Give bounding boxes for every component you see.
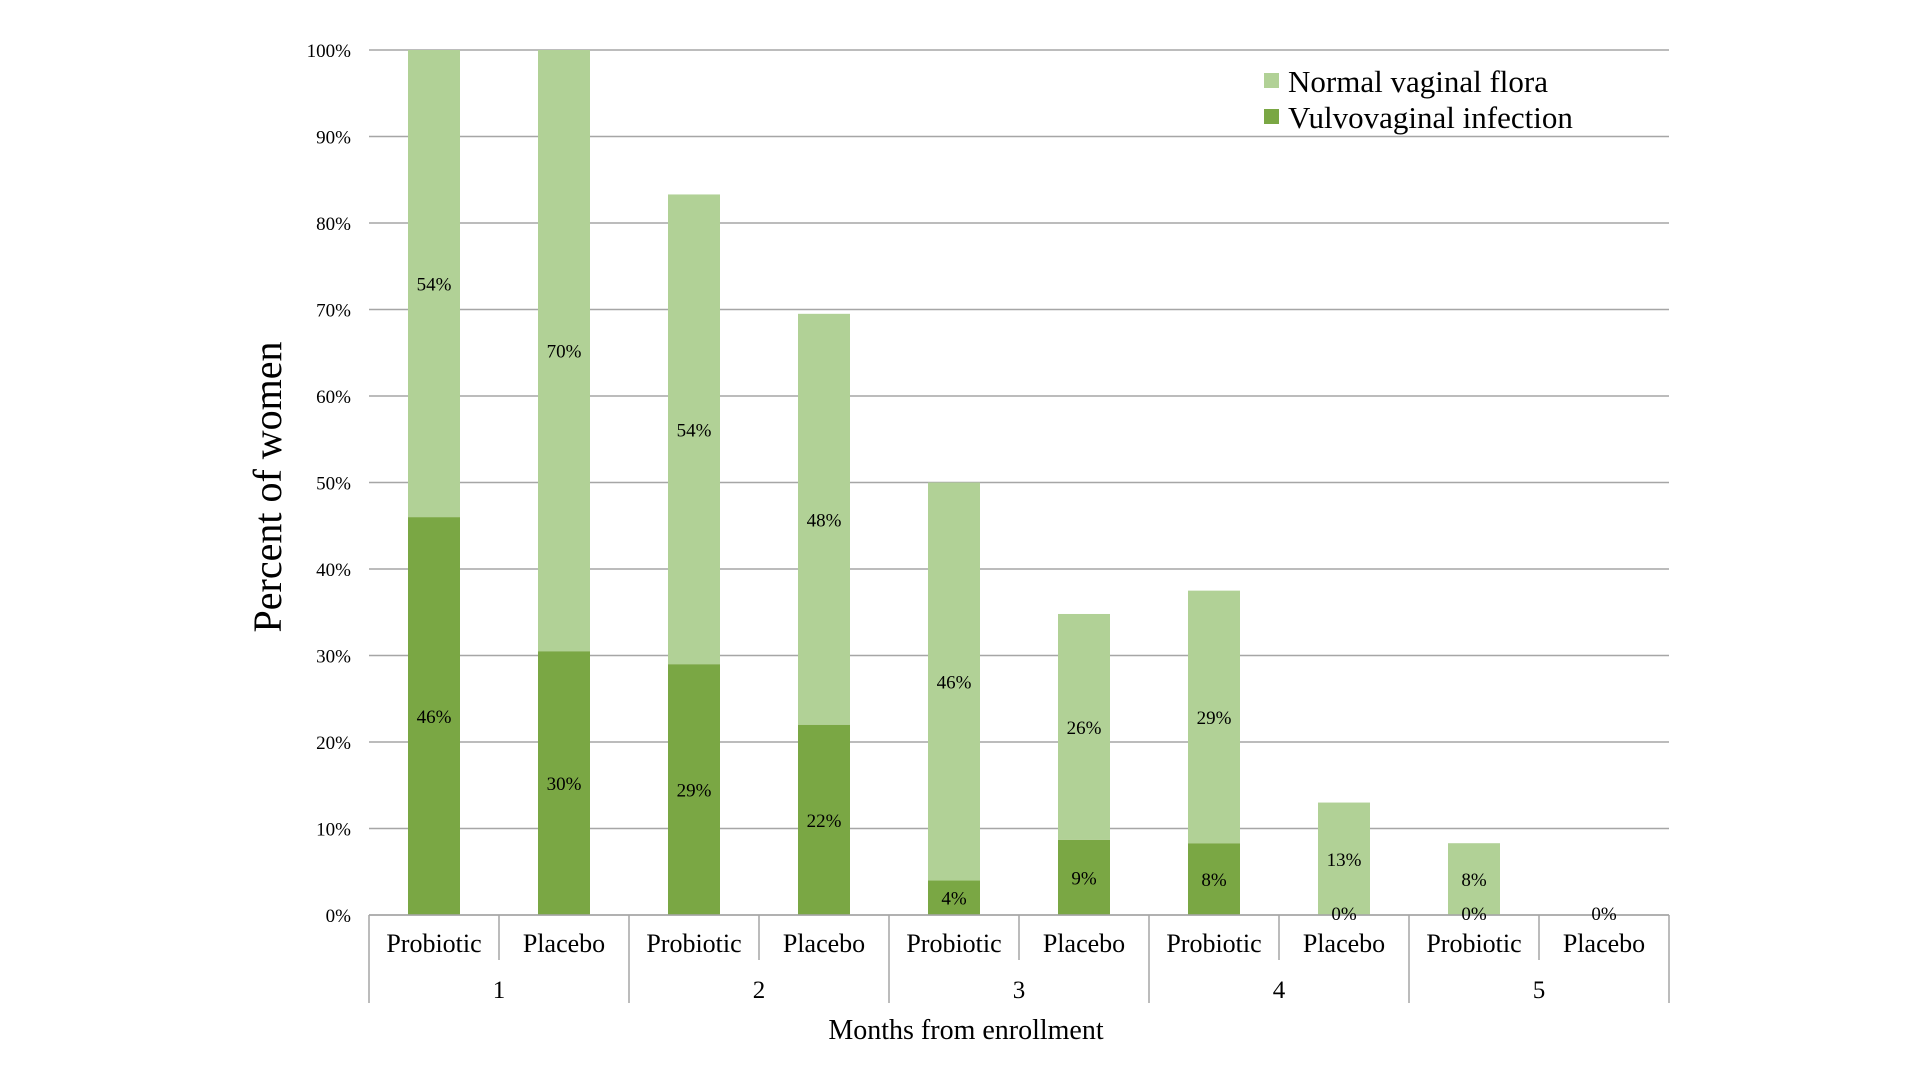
bar-normal-flora bbox=[1318, 802, 1370, 915]
data-label: 29% bbox=[677, 781, 712, 802]
data-label: 46% bbox=[417, 707, 452, 728]
bar-normal-flora bbox=[1448, 843, 1500, 915]
data-label: 30% bbox=[547, 774, 582, 795]
data-label: 48% bbox=[807, 510, 842, 531]
y-axis-title: Percent of women bbox=[245, 341, 290, 632]
data-label: 54% bbox=[677, 420, 712, 441]
data-label: 46% bbox=[937, 672, 972, 693]
x-group-label: 4 bbox=[1273, 977, 1286, 1004]
bar-normal-flora bbox=[408, 50, 460, 518]
x-category-label: Probiotic bbox=[386, 929, 481, 958]
bar-infection bbox=[1058, 839, 1110, 915]
data-label: 13% bbox=[1327, 850, 1362, 871]
legend-label: Normal vaginal flora bbox=[1288, 64, 1548, 99]
y-tick-label: 30% bbox=[316, 647, 351, 668]
bar-infection bbox=[538, 651, 590, 915]
bar-infection bbox=[668, 664, 720, 915]
legend-label: Vulvovaginal infection bbox=[1288, 100, 1573, 135]
x-group-label: 3 bbox=[1013, 977, 1026, 1004]
y-tick-label: 10% bbox=[316, 820, 351, 841]
x-group-label: 5 bbox=[1533, 977, 1546, 1004]
y-tick-label: 100% bbox=[307, 41, 352, 62]
bars bbox=[408, 50, 1500, 915]
data-label: 0% bbox=[1331, 904, 1357, 925]
bar-normal-flora bbox=[1058, 613, 1110, 840]
bar-normal-flora bbox=[928, 482, 980, 881]
bar-normal-flora bbox=[1188, 590, 1240, 844]
bar-infection bbox=[408, 517, 460, 915]
y-tick-label: 0% bbox=[326, 906, 352, 927]
x-category-label: Probiotic bbox=[646, 929, 741, 958]
x-category-label: Probiotic bbox=[906, 929, 1001, 958]
bar-infection bbox=[1188, 843, 1240, 915]
x-category-label: Placebo bbox=[1043, 929, 1125, 958]
y-tick-label: 20% bbox=[316, 733, 351, 754]
x-axis-title: Months from enrollment bbox=[828, 1015, 1104, 1046]
y-tick-label: 50% bbox=[316, 474, 351, 495]
data-label: 9% bbox=[1071, 868, 1097, 889]
data-label: 29% bbox=[1197, 708, 1232, 729]
bar-normal-flora bbox=[798, 313, 850, 725]
x-category-label: Probiotic bbox=[1426, 929, 1521, 958]
y-tick-label: 60% bbox=[316, 387, 351, 408]
y-tick-label: 90% bbox=[316, 128, 351, 149]
x-group-label: 1 bbox=[493, 977, 506, 1004]
x-group-label: 2 bbox=[753, 977, 766, 1004]
data-labels: 46% 54% 30% 70% 29% 54% 22% 48% 4% 46% 9% 26% 8% 29% 0… bbox=[417, 275, 1617, 925]
x-category-label: Placebo bbox=[1563, 929, 1645, 958]
data-label: 8% bbox=[1201, 870, 1227, 891]
data-label: 26% bbox=[1067, 718, 1102, 739]
x-category-label: Placebo bbox=[783, 929, 865, 958]
data-label: 54% bbox=[417, 275, 452, 296]
bar-normal-flora bbox=[668, 194, 720, 665]
x-category-label: Probiotic bbox=[1166, 929, 1261, 958]
data-label: 8% bbox=[1461, 870, 1487, 891]
data-label: 22% bbox=[807, 811, 842, 832]
y-tick-label: 70% bbox=[316, 301, 351, 322]
data-label: 0% bbox=[1461, 904, 1487, 925]
x-category-label: Placebo bbox=[1303, 929, 1385, 958]
y-tick-label: 40% bbox=[316, 560, 351, 581]
bar-normal-flora bbox=[538, 50, 590, 652]
data-label: 4% bbox=[941, 889, 967, 910]
bar-infection bbox=[928, 880, 980, 915]
legend-swatch bbox=[1264, 73, 1279, 88]
y-tick-label: 80% bbox=[316, 214, 351, 235]
bar-infection bbox=[798, 724, 850, 915]
x-category-label: Placebo bbox=[523, 929, 605, 958]
data-label: 0% bbox=[1591, 904, 1617, 925]
axes: 0%10%20%30%40%50%60%70%80%90%100%Probiot… bbox=[307, 41, 1670, 1004]
data-label: 70% bbox=[547, 342, 582, 363]
legend-swatch bbox=[1264, 109, 1279, 124]
